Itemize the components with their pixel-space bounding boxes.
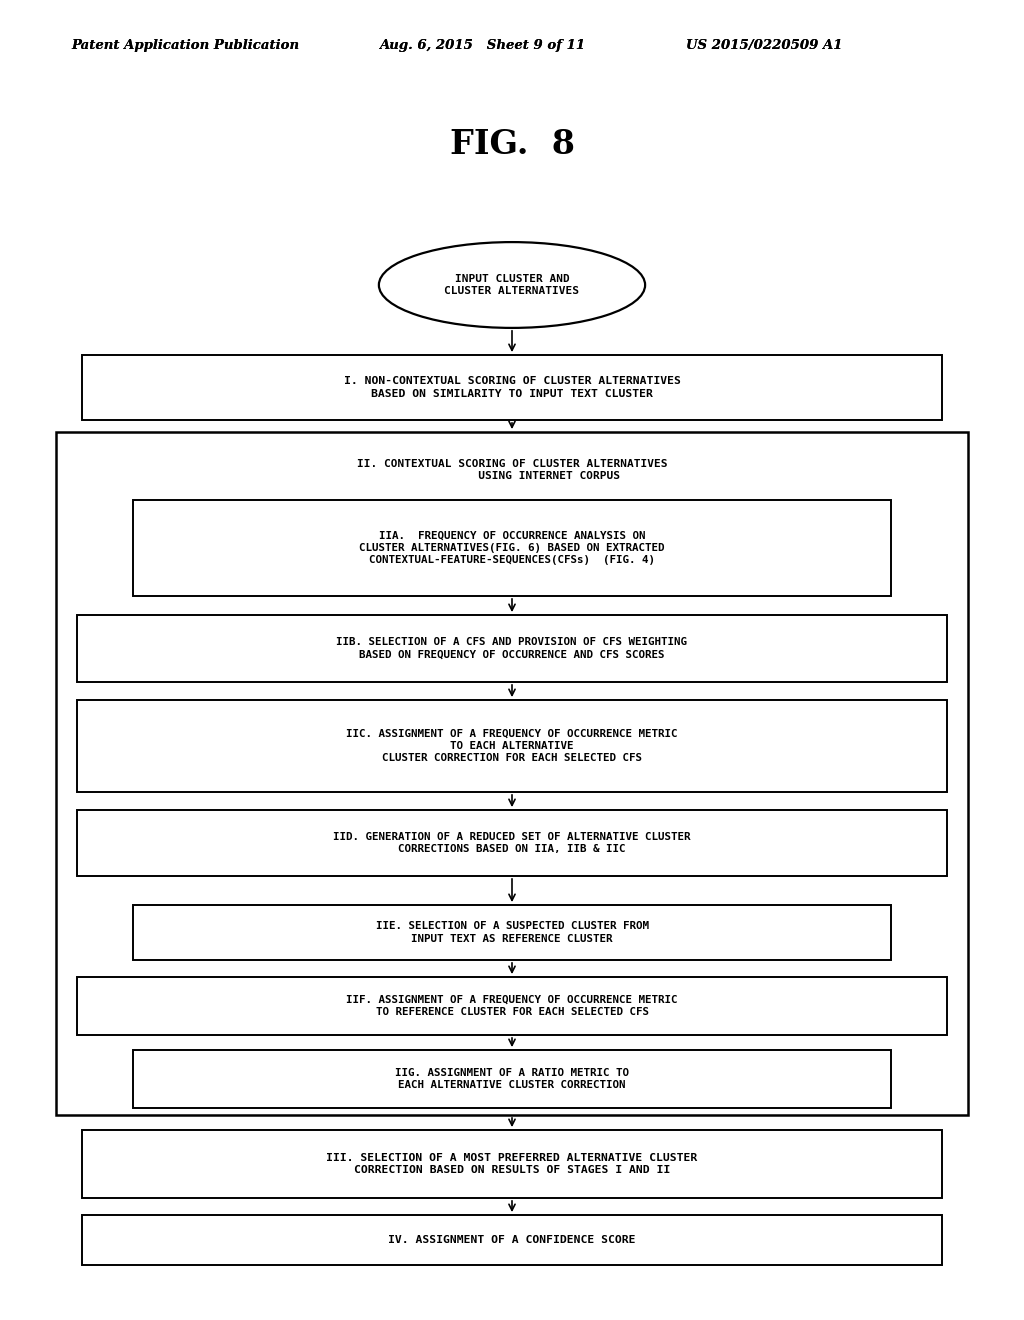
Text: Patent Application Publication: Patent Application Publication — [72, 38, 300, 51]
Text: IIA.  FREQUENCY OF OCCURRENCE ANALYSIS ON
CLUSTER ALTERNATIVES(FIG. 6) BASED ON : IIA. FREQUENCY OF OCCURRENCE ANALYSIS ON… — [359, 531, 665, 565]
Bar — [77, 810, 947, 876]
Text: IIE. SELECTION OF A SUSPECTED CLUSTER FROM
INPUT TEXT AS REFERENCE CLUSTER: IIE. SELECTION OF A SUSPECTED CLUSTER FR… — [376, 921, 648, 944]
Text: US 2015/0220509 A1: US 2015/0220509 A1 — [686, 38, 843, 51]
Text: IIC. ASSIGNMENT OF A FREQUENCY OF OCCURRENCE METRIC
TO EACH ALTERNATIVE
CLUSTER : IIC. ASSIGNMENT OF A FREQUENCY OF OCCURR… — [346, 729, 678, 763]
Text: IV. ASSIGNMENT OF A CONFIDENCE SCORE: IV. ASSIGNMENT OF A CONFIDENCE SCORE — [388, 1236, 636, 1245]
Text: Aug. 6, 2015   Sheet 9 of 11: Aug. 6, 2015 Sheet 9 of 11 — [379, 38, 585, 51]
Text: IID. GENERATION OF A REDUCED SET OF ALTERNATIVE CLUSTER
CORRECTIONS BASED ON IIA: IID. GENERATION OF A REDUCED SET OF ALTE… — [333, 832, 691, 854]
Bar — [77, 615, 947, 682]
Text: FIG.  8: FIG. 8 — [450, 128, 574, 161]
Bar — [56, 432, 968, 1115]
Bar — [82, 355, 942, 420]
Text: IIF. ASSIGNMENT OF A FREQUENCY OF OCCURRENCE METRIC
TO REFERENCE CLUSTER FOR EAC: IIF. ASSIGNMENT OF A FREQUENCY OF OCCURR… — [346, 995, 678, 1018]
Text: I. NON-CONTEXTUAL SCORING OF CLUSTER ALTERNATIVES
BASED ON SIMILARITY TO INPUT T: I. NON-CONTEXTUAL SCORING OF CLUSTER ALT… — [344, 376, 680, 399]
Bar — [133, 1049, 891, 1107]
Bar — [82, 1214, 942, 1265]
Bar — [133, 906, 891, 960]
Text: US 2015/0220509 A1: US 2015/0220509 A1 — [686, 38, 843, 51]
Text: INPUT CLUSTER AND
CLUSTER ALTERNATIVES: INPUT CLUSTER AND CLUSTER ALTERNATIVES — [444, 273, 580, 296]
Text: III. SELECTION OF A MOST PREFERRED ALTERNATIVE CLUSTER
CORRECTION BASED ON RESUL: III. SELECTION OF A MOST PREFERRED ALTER… — [327, 1152, 697, 1175]
Text: II. CONTEXTUAL SCORING OF CLUSTER ALTERNATIVES
           USING INTERNET CORPUS: II. CONTEXTUAL SCORING OF CLUSTER ALTERN… — [356, 459, 668, 482]
Bar — [82, 1130, 942, 1199]
Text: Aug. 6, 2015   Sheet 9 of 11: Aug. 6, 2015 Sheet 9 of 11 — [379, 38, 585, 51]
Text: Patent Application Publication: Patent Application Publication — [72, 38, 300, 51]
Text: IIG. ASSIGNMENT OF A RATIO METRIC TO
EACH ALTERNATIVE CLUSTER CORRECTION: IIG. ASSIGNMENT OF A RATIO METRIC TO EAC… — [395, 1068, 629, 1090]
Text: IIB. SELECTION OF A CFS AND PROVISION OF CFS WEIGHTING
BASED ON FREQUENCY OF OCC: IIB. SELECTION OF A CFS AND PROVISION OF… — [337, 638, 687, 660]
Bar — [77, 700, 947, 792]
Bar — [133, 500, 891, 597]
Bar — [77, 977, 947, 1035]
